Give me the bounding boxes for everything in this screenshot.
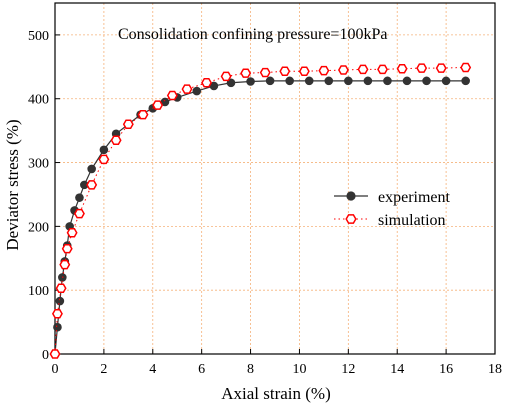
series-line-simulation — [54, 66, 466, 355]
y-axis-title: Deviator stress (%) — [3, 119, 22, 250]
x-tick-label: 4 — [149, 362, 156, 377]
data-point-simulation — [181, 84, 193, 94]
data-point-experiment — [55, 296, 65, 306]
data-point-experiment — [265, 76, 275, 86]
data-point-experiment — [461, 76, 470, 86]
data-point-experiment — [383, 76, 392, 86]
data-point-experiment — [192, 86, 202, 96]
data-point-simulation — [435, 63, 447, 73]
data-point-simulation — [298, 66, 310, 77]
y-tick-label: 200 — [28, 220, 49, 235]
data-point-experiment — [53, 322, 62, 332]
data-point-simulation — [51, 309, 63, 319]
data-point-simulation — [416, 63, 428, 73]
data-point-simulation — [377, 64, 389, 75]
data-point-simulation — [98, 154, 110, 165]
data-point-simulation — [49, 349, 61, 359]
data-point-simulation — [61, 243, 73, 254]
legend-label-experiment: experiment — [378, 189, 451, 206]
data-point-experiment — [402, 76, 412, 86]
data-point-experiment — [304, 76, 314, 86]
x-tick-label: 12 — [341, 362, 355, 377]
data-point-simulation — [460, 62, 472, 73]
data-point-experiment — [99, 145, 109, 155]
x-tick-label: 18 — [488, 362, 502, 377]
data-point-experiment — [209, 81, 219, 91]
legend-marker-simulation — [345, 214, 357, 224]
grid — [55, 3, 495, 354]
data-point-experiment — [160, 97, 170, 107]
data-point-simulation — [59, 259, 71, 270]
data-point-simulation — [396, 64, 408, 74]
data-point-experiment — [324, 76, 334, 86]
y-tick-label: 500 — [28, 29, 49, 44]
data-point-experiment — [363, 76, 373, 86]
y-tick-label: 100 — [28, 284, 49, 299]
chart-annotation: Consolidation confining pressure=100kPa — [118, 26, 387, 43]
data-point-simulation — [166, 90, 178, 101]
data-point-experiment — [441, 76, 451, 86]
data-point-experiment — [422, 76, 431, 86]
y-tick-label: 300 — [28, 157, 49, 172]
tick-labels: 0 2 4 6 8 10 12 14 16 18 0 100 200 300 400 500 — [28, 29, 502, 377]
data-point-experiment — [87, 164, 96, 174]
data-point-experiment — [246, 77, 255, 86]
data-point-simulation — [220, 71, 232, 82]
data-point-experiment — [344, 76, 353, 86]
x-tick-label: 0 — [52, 362, 59, 377]
x-tick-label: 6 — [198, 362, 205, 377]
x-tick-label: 8 — [247, 362, 254, 377]
legend-marker-experiment — [346, 191, 356, 201]
data-point-simulation — [318, 65, 330, 76]
y-tick-label: 0 — [42, 348, 49, 363]
data-point-simulation — [55, 283, 67, 293]
data-point-simulation — [201, 78, 213, 88]
data-point-simulation — [122, 119, 134, 129]
data-point-simulation — [73, 208, 85, 219]
data-point-simulation — [137, 109, 149, 120]
x-tick-label: 2 — [100, 362, 107, 377]
axes — [54, 2, 496, 355]
data-point-simulation — [259, 67, 271, 78]
x-tick-label: 16 — [439, 362, 453, 377]
data-point-experiment — [75, 193, 84, 202]
data-point-experiment — [285, 76, 294, 86]
data-point-simulation — [240, 68, 252, 78]
series — [49, 62, 472, 359]
x-axis-title: Axial strain (%) — [221, 384, 331, 403]
data-point-simulation — [337, 65, 349, 75]
data-point-simulation — [357, 64, 369, 75]
data-point-simulation — [110, 135, 122, 145]
plot-frame — [54, 2, 496, 355]
data-point-simulation — [86, 180, 98, 190]
y-tick-label: 400 — [28, 93, 49, 108]
data-point-simulation — [152, 100, 164, 110]
data-point-simulation — [66, 228, 78, 238]
legend: experiment simulation — [334, 189, 451, 229]
legend-label-simulation: simulation — [378, 212, 446, 229]
data-point-experiment — [80, 180, 89, 190]
x-tick-label: 14 — [390, 362, 404, 377]
x-tick-label: 10 — [292, 362, 306, 377]
data-point-simulation — [279, 66, 291, 77]
